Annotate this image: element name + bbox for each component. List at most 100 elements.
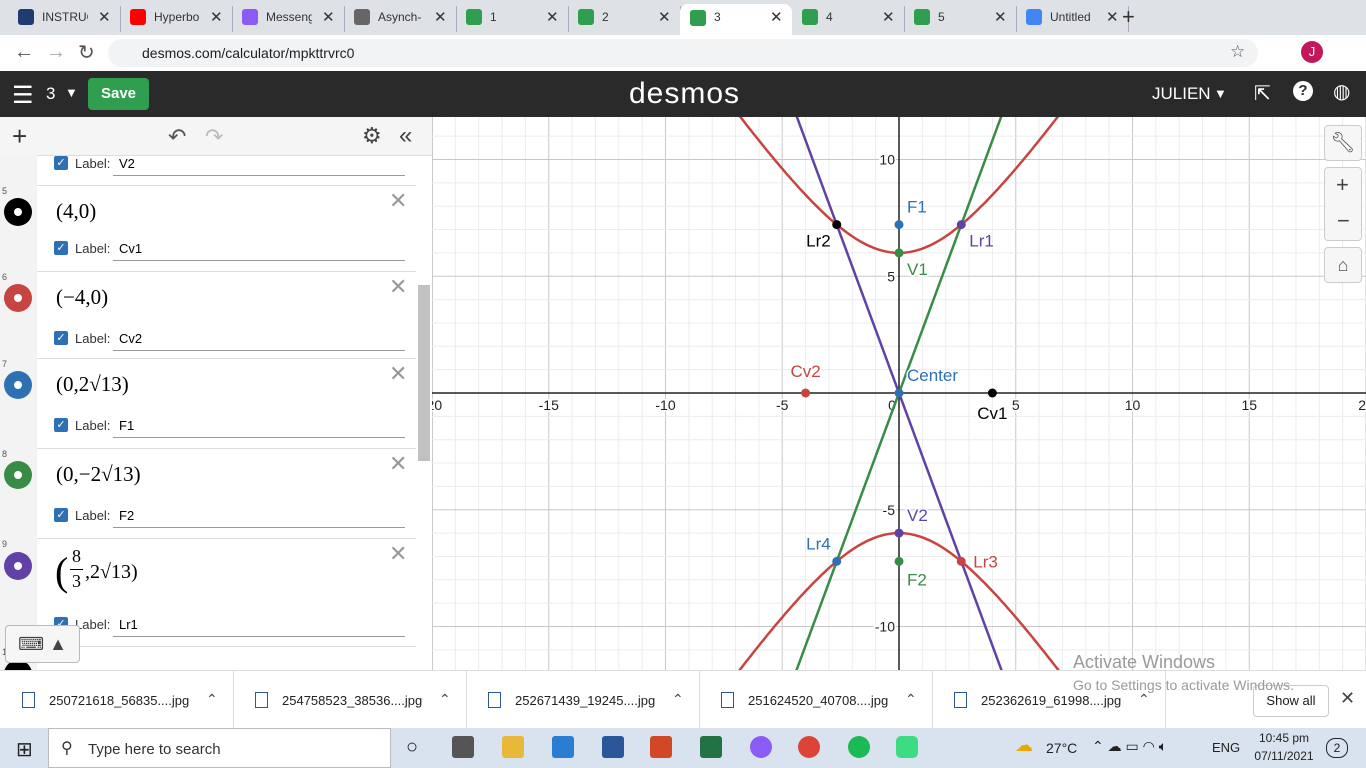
language-button[interactable]: ◍: [1333, 81, 1351, 103]
show-all-button[interactable]: Show all: [1253, 685, 1329, 717]
new-tab[interactable]: +: [1122, 4, 1135, 29]
browser-tab[interactable]: Messeng ✕: [232, 6, 345, 32]
graph-dropdown[interactable]: ▼: [65, 85, 78, 100]
app-icon[interactable]: [848, 736, 870, 758]
browser-tab[interactable]: Hyperbo ✕: [120, 6, 233, 32]
file-menu[interactable]: ⌃: [439, 691, 451, 707]
label-checkbox[interactable]: ✓: [54, 241, 68, 255]
clock-time[interactable]: 10:45 pm: [1258, 731, 1310, 745]
tab-close[interactable]: ✕: [434, 9, 447, 26]
user-menu[interactable]: JULIEN: [1152, 84, 1211, 103]
browser-tab[interactable]: 1 ✕: [456, 6, 569, 32]
system-tray[interactable]: ⌃ ☁︎ ▭ ◠ 🔈︎: [1092, 738, 1168, 754]
download-item[interactable]: 251624520_40708....jpg ⌃: [699, 671, 933, 729]
expression-row[interactable]: 8 (0,−2√13) ✕ ✓ Label: F2: [0, 448, 416, 539]
omnibox[interactable]: desmos.com/calculator/mpkttrvrc0 ☆: [108, 39, 1258, 67]
point-style-icon[interactable]: [4, 198, 32, 226]
share-button[interactable]: ⇱: [1254, 83, 1271, 105]
tab-close[interactable]: ✕: [882, 9, 895, 26]
math-expression: (4,0): [56, 199, 97, 223]
forward-button[interactable]: →: [46, 41, 66, 63]
app-icon[interactable]: [602, 736, 624, 758]
delete-expression[interactable]: ✕: [389, 188, 408, 213]
app-icon[interactable]: [502, 736, 524, 758]
delete-expression[interactable]: ✕: [389, 361, 408, 386]
browser-tab[interactable]: 4 ✕: [792, 6, 905, 32]
expression-row[interactable]: 6 (−4,0) ✕ ✓ Label: Cv2: [0, 271, 416, 359]
app-icon[interactable]: [896, 736, 918, 758]
bookmark-star[interactable]: ☆: [1230, 42, 1246, 61]
point-style-icon[interactable]: [4, 552, 32, 580]
point-style-icon[interactable]: [4, 371, 32, 399]
file-menu[interactable]: ⌃: [206, 691, 218, 707]
tab-close[interactable]: ✕: [770, 9, 783, 26]
browser-tab[interactable]: Asynch- ✕: [344, 6, 457, 32]
app-icon[interactable]: [750, 736, 772, 758]
graph-settings-button[interactable]: 🔧︎: [1324, 125, 1362, 161]
expression-row[interactable]: 7 (0,2√13) ✕ ✓ Label: F1: [0, 358, 416, 449]
tab-close[interactable]: ✕: [322, 9, 335, 26]
undo-button[interactable]: ↶: [168, 124, 187, 149]
file-menu[interactable]: ⌃: [1138, 691, 1150, 707]
zoom-out-button[interactable]: −: [1337, 208, 1350, 233]
tab-close[interactable]: ✕: [994, 9, 1007, 26]
user-dropdown[interactable]: ▼: [1214, 86, 1227, 101]
browser-tab[interactable]: Untitled ✕: [1016, 6, 1129, 32]
notifications[interactable]: 2: [1326, 738, 1348, 758]
profile-avatar[interactable]: J: [1301, 41, 1323, 63]
label-value: F1: [119, 418, 135, 433]
keyboard-button[interactable]: ⌨︎ ▲: [5, 625, 80, 663]
save-button[interactable]: Save: [88, 78, 149, 110]
label-underline: [113, 636, 405, 637]
app-icon[interactable]: [798, 736, 820, 758]
download-item[interactable]: 252671439_19245....jpg ⌃: [466, 671, 700, 729]
app-icon[interactable]: [452, 736, 474, 758]
file-menu[interactable]: ⌃: [672, 691, 684, 707]
tab-close[interactable]: ✕: [98, 9, 111, 26]
tab-close[interactable]: ✕: [546, 9, 559, 26]
weather[interactable]: 27°C: [1046, 740, 1078, 756]
delete-expression[interactable]: ✕: [389, 541, 408, 566]
tab-close[interactable]: ✕: [658, 9, 671, 26]
browser-tab[interactable]: 5 ✕: [904, 6, 1017, 32]
download-item[interactable]: 252362619_61998....jpg ⌃: [932, 671, 1166, 729]
collapse-button[interactable]: «: [399, 122, 413, 149]
close-download-bar[interactable]: ✕: [1340, 688, 1356, 708]
label-checkbox[interactable]: ✓: [54, 508, 68, 522]
graph-name[interactable]: 3: [46, 84, 56, 103]
browser-tab[interactable]: 2 ✕: [568, 6, 681, 32]
back-button[interactable]: ←: [14, 41, 34, 63]
browser-tab[interactable]: INSTRUC ✕: [8, 6, 121, 32]
download-item[interactable]: 254758523_38536....jpg ⌃: [233, 671, 467, 729]
point-style-icon[interactable]: [4, 461, 32, 489]
add-button[interactable]: +: [12, 121, 28, 151]
home-button[interactable]: ⌂: [1324, 247, 1362, 283]
tab-close[interactable]: ✕: [210, 9, 223, 26]
settings-button[interactable]: ⚙: [362, 123, 382, 148]
zoom-in-button[interactable]: +: [1336, 172, 1349, 197]
language[interactable]: ENG: [1212, 740, 1241, 755]
delete-expression[interactable]: ✕: [389, 451, 408, 476]
download-item[interactable]: 250721618_56835....jpg ⌃: [0, 671, 234, 729]
reload-button[interactable]: ↻: [78, 42, 95, 64]
point-style-icon[interactable]: [4, 284, 32, 312]
browser-tab[interactable]: 3 ✕: [680, 4, 792, 35]
label-checkbox[interactable]: ✓: [54, 331, 68, 345]
help-button[interactable]: ?: [1293, 81, 1313, 101]
graph-paper[interactable]: -20 -15 -10 -5 0 5 10 15 20 10 5 -5 -10 F1 Lr1 Lr2 V1 Cen…: [432, 117, 1366, 670]
app-icon[interactable]: [650, 736, 672, 758]
label-checkbox[interactable]: ✓: [54, 418, 68, 432]
delete-expression[interactable]: ✕: [389, 274, 408, 299]
clock-date[interactable]: 07/11/2021: [1254, 749, 1314, 763]
menu-button[interactable]: ☰: [12, 82, 34, 109]
app-icon[interactable]: [700, 736, 722, 758]
tab-close[interactable]: ✕: [1106, 9, 1119, 26]
task-view[interactable]: ○: [406, 736, 419, 758]
expression-row[interactable]: 5 (4,0) ✕ ✓ Label: Cv1: [0, 185, 416, 272]
start-button[interactable]: ⊞: [16, 739, 33, 761]
app-icon[interactable]: [552, 736, 574, 758]
label-checkbox[interactable]: ✓: [54, 156, 68, 170]
search-box[interactable]: ⚲ Type here to search: [48, 728, 391, 768]
file-menu[interactable]: ⌃: [905, 691, 917, 707]
redo-button[interactable]: ↷: [205, 124, 224, 149]
